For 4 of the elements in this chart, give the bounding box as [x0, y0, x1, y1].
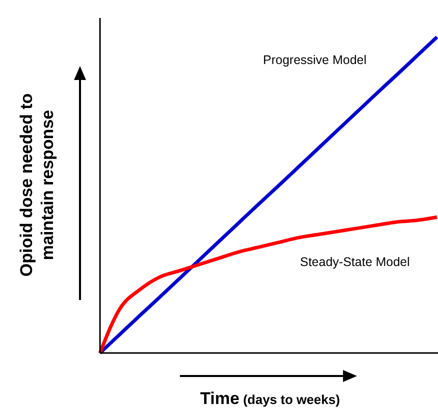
series-label: Steady-State Model — [300, 255, 410, 269]
y-axis-title: Opioid dose needed to maintain response — [17, 93, 57, 277]
x-axis-title: Time (days to weeks) — [200, 389, 340, 408]
text: Progressive Model — [263, 53, 367, 67]
